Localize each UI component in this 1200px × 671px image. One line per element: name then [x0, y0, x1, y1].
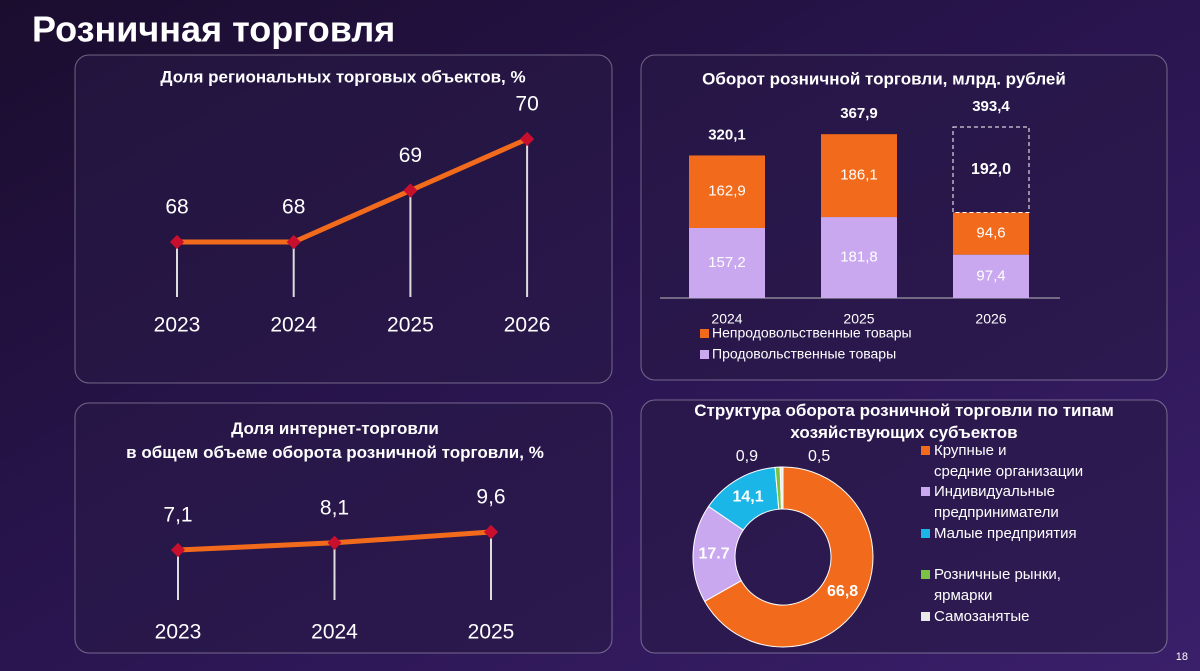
- legend-swatch: [921, 446, 930, 455]
- data-label: 181,8: [840, 248, 878, 265]
- legend-swatch: [921, 487, 930, 496]
- x-tick-label: 2024: [270, 314, 317, 337]
- x-tick-label: 2025: [387, 314, 434, 337]
- data-label: 97,4: [976, 267, 1005, 284]
- data-label: 68: [165, 196, 188, 219]
- data-label: 0,9: [736, 448, 758, 465]
- legend-swatch: [700, 329, 709, 338]
- donut-slice: [779, 466, 784, 510]
- x-tick-label: 2024: [311, 621, 358, 644]
- bar-segment: [689, 227, 765, 298]
- legend-swatch: [921, 570, 930, 579]
- marker: [483, 524, 499, 540]
- data-label: 70: [515, 93, 538, 116]
- x-tick-label: 2024: [711, 311, 742, 327]
- total-label: 393,4: [972, 98, 1010, 115]
- data-label: 66,8: [827, 583, 858, 600]
- bar-segment: [952, 126, 1030, 213]
- data-label: 162,9: [708, 183, 746, 200]
- x-tick-label: 2026: [975, 311, 1006, 327]
- page-number: 18: [1176, 651, 1188, 663]
- bar-segment: [953, 254, 1029, 298]
- legend-label: Продовольственные товары: [712, 346, 896, 362]
- legend-label: Крупные и средние организации: [934, 442, 1083, 480]
- data-label: 192,0: [971, 161, 1011, 178]
- data-label: 68: [282, 196, 305, 219]
- data-label: 9,6: [476, 486, 505, 509]
- legend-swatch: [921, 529, 930, 538]
- data-label: 69: [399, 144, 422, 167]
- marker: [327, 535, 342, 550]
- data-label: 186,1: [840, 167, 878, 184]
- marker: [170, 542, 186, 558]
- slide-title: Розничная торговля: [32, 9, 395, 50]
- marker: [520, 131, 535, 147]
- marker: [169, 234, 185, 250]
- data-label: 7,1: [163, 504, 192, 527]
- chart-title: Структура оборота розничной торговли по …: [694, 401, 1114, 442]
- data-label: 94,6: [976, 225, 1005, 242]
- marker: [403, 183, 418, 198]
- data-label: 17.7: [698, 545, 729, 562]
- chart-title: Доля региональных торговых объектов, %: [160, 67, 525, 86]
- x-tick-label: 2023: [155, 621, 202, 644]
- legend-swatch: [700, 350, 709, 359]
- panel: [640, 54, 1168, 381]
- legend-label: Самозанятые: [934, 608, 1029, 625]
- data-label: 8,1: [320, 496, 349, 519]
- chart-title: Оборот розничной торговли, млрд. рублей: [702, 69, 1066, 88]
- x-tick-label: 2025: [468, 621, 515, 644]
- total-label: 367,9: [840, 105, 878, 122]
- legend-label: Малые предприятия: [934, 525, 1077, 542]
- x-tick-label: 2026: [504, 314, 551, 337]
- x-tick-label: 2023: [154, 314, 201, 337]
- bar-segment: [821, 134, 897, 218]
- legend-swatch: [921, 612, 930, 621]
- chart-title: Доля интернет-торговли в общем объеме обо…: [126, 419, 544, 462]
- data-label: 0,5: [808, 448, 830, 465]
- bar-segment: [953, 212, 1029, 255]
- marker: [286, 234, 301, 250]
- bar-segment: [821, 217, 897, 298]
- data-label: 157,2: [708, 254, 746, 271]
- x-tick-label: 2025: [843, 311, 874, 327]
- legend-label: Индивидуальные предприниматели: [934, 483, 1059, 521]
- line: [177, 136, 529, 245]
- bar-segment: [689, 155, 765, 228]
- donut-slice: [704, 466, 874, 648]
- legend-label: Розничные рынки, ярмарки: [934, 566, 1061, 604]
- legend-label: Непродовольственные товары: [712, 325, 912, 341]
- panel: [74, 402, 613, 654]
- total-label: 320,1: [708, 126, 746, 143]
- panel: [640, 399, 1168, 654]
- data-label: 14,1: [732, 489, 763, 506]
